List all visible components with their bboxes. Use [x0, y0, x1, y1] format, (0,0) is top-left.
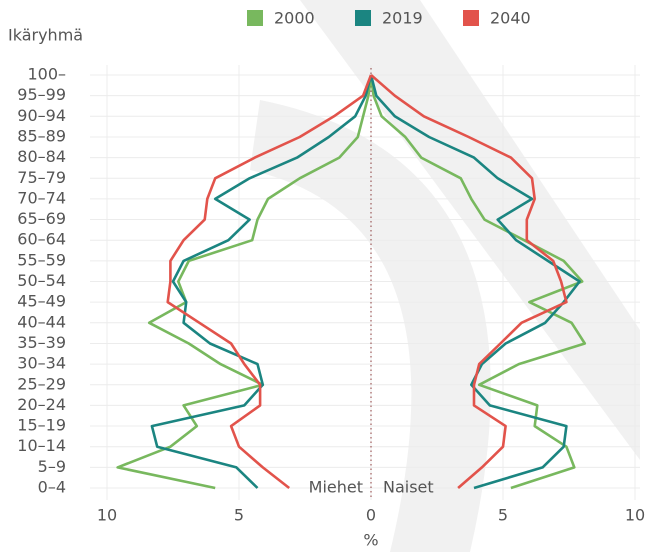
y-tick-label: 10–14 [17, 436, 66, 455]
y-tick-label: 60–64 [17, 230, 66, 249]
x-tick-label: 5 [234, 506, 244, 525]
x-tick-label: 5 [498, 506, 508, 525]
y-tick-label: 55–59 [17, 250, 66, 269]
x-tick-label: 10 [97, 506, 117, 525]
y-tick-label: 30–34 [17, 354, 66, 373]
y-tick-label: 35–39 [17, 333, 66, 352]
legend-swatch [355, 10, 371, 26]
y-tick-label: 75–79 [17, 168, 66, 187]
y-axis-title: Ikäryhmä [8, 26, 83, 45]
legend-label: 2019 [382, 9, 423, 28]
y-tick-label: 95–99 [17, 85, 66, 104]
y-tick-label: 5–9 [38, 457, 66, 476]
legend-label: 2000 [274, 9, 315, 28]
y-tick-label: 45–49 [17, 292, 66, 311]
y-tick-label: 20–24 [17, 395, 66, 414]
legend-label: 2040 [490, 9, 531, 28]
y-tick-label: 25–29 [17, 374, 66, 393]
x-tick-label: 0 [366, 506, 376, 525]
y-tick-label: 50–54 [17, 271, 66, 290]
x-axis-title: % [363, 531, 378, 550]
y-tick-label: 90–94 [17, 106, 66, 125]
y-tick-label: 65–69 [17, 209, 66, 228]
y-tick-label: 100– [27, 65, 66, 84]
x-tick-label: 10 [625, 506, 645, 525]
y-tick-label: 0–4 [38, 478, 66, 497]
left-label: Miehet [309, 478, 363, 497]
y-tick-label: 80–84 [17, 147, 66, 166]
y-tick-label: 15–19 [17, 416, 66, 435]
chart: Ikäryhmä % 0–4 5–9 10–1415–19 20–24 25–2930–… [0, 0, 646, 552]
y-tick-label: 70–74 [17, 188, 66, 207]
right-label: Naiset [383, 478, 434, 497]
legend-swatch [247, 10, 263, 26]
legend-swatch [463, 10, 479, 26]
y-tick-label: 40–44 [17, 312, 66, 331]
y-tick-label: 85–89 [17, 126, 66, 145]
